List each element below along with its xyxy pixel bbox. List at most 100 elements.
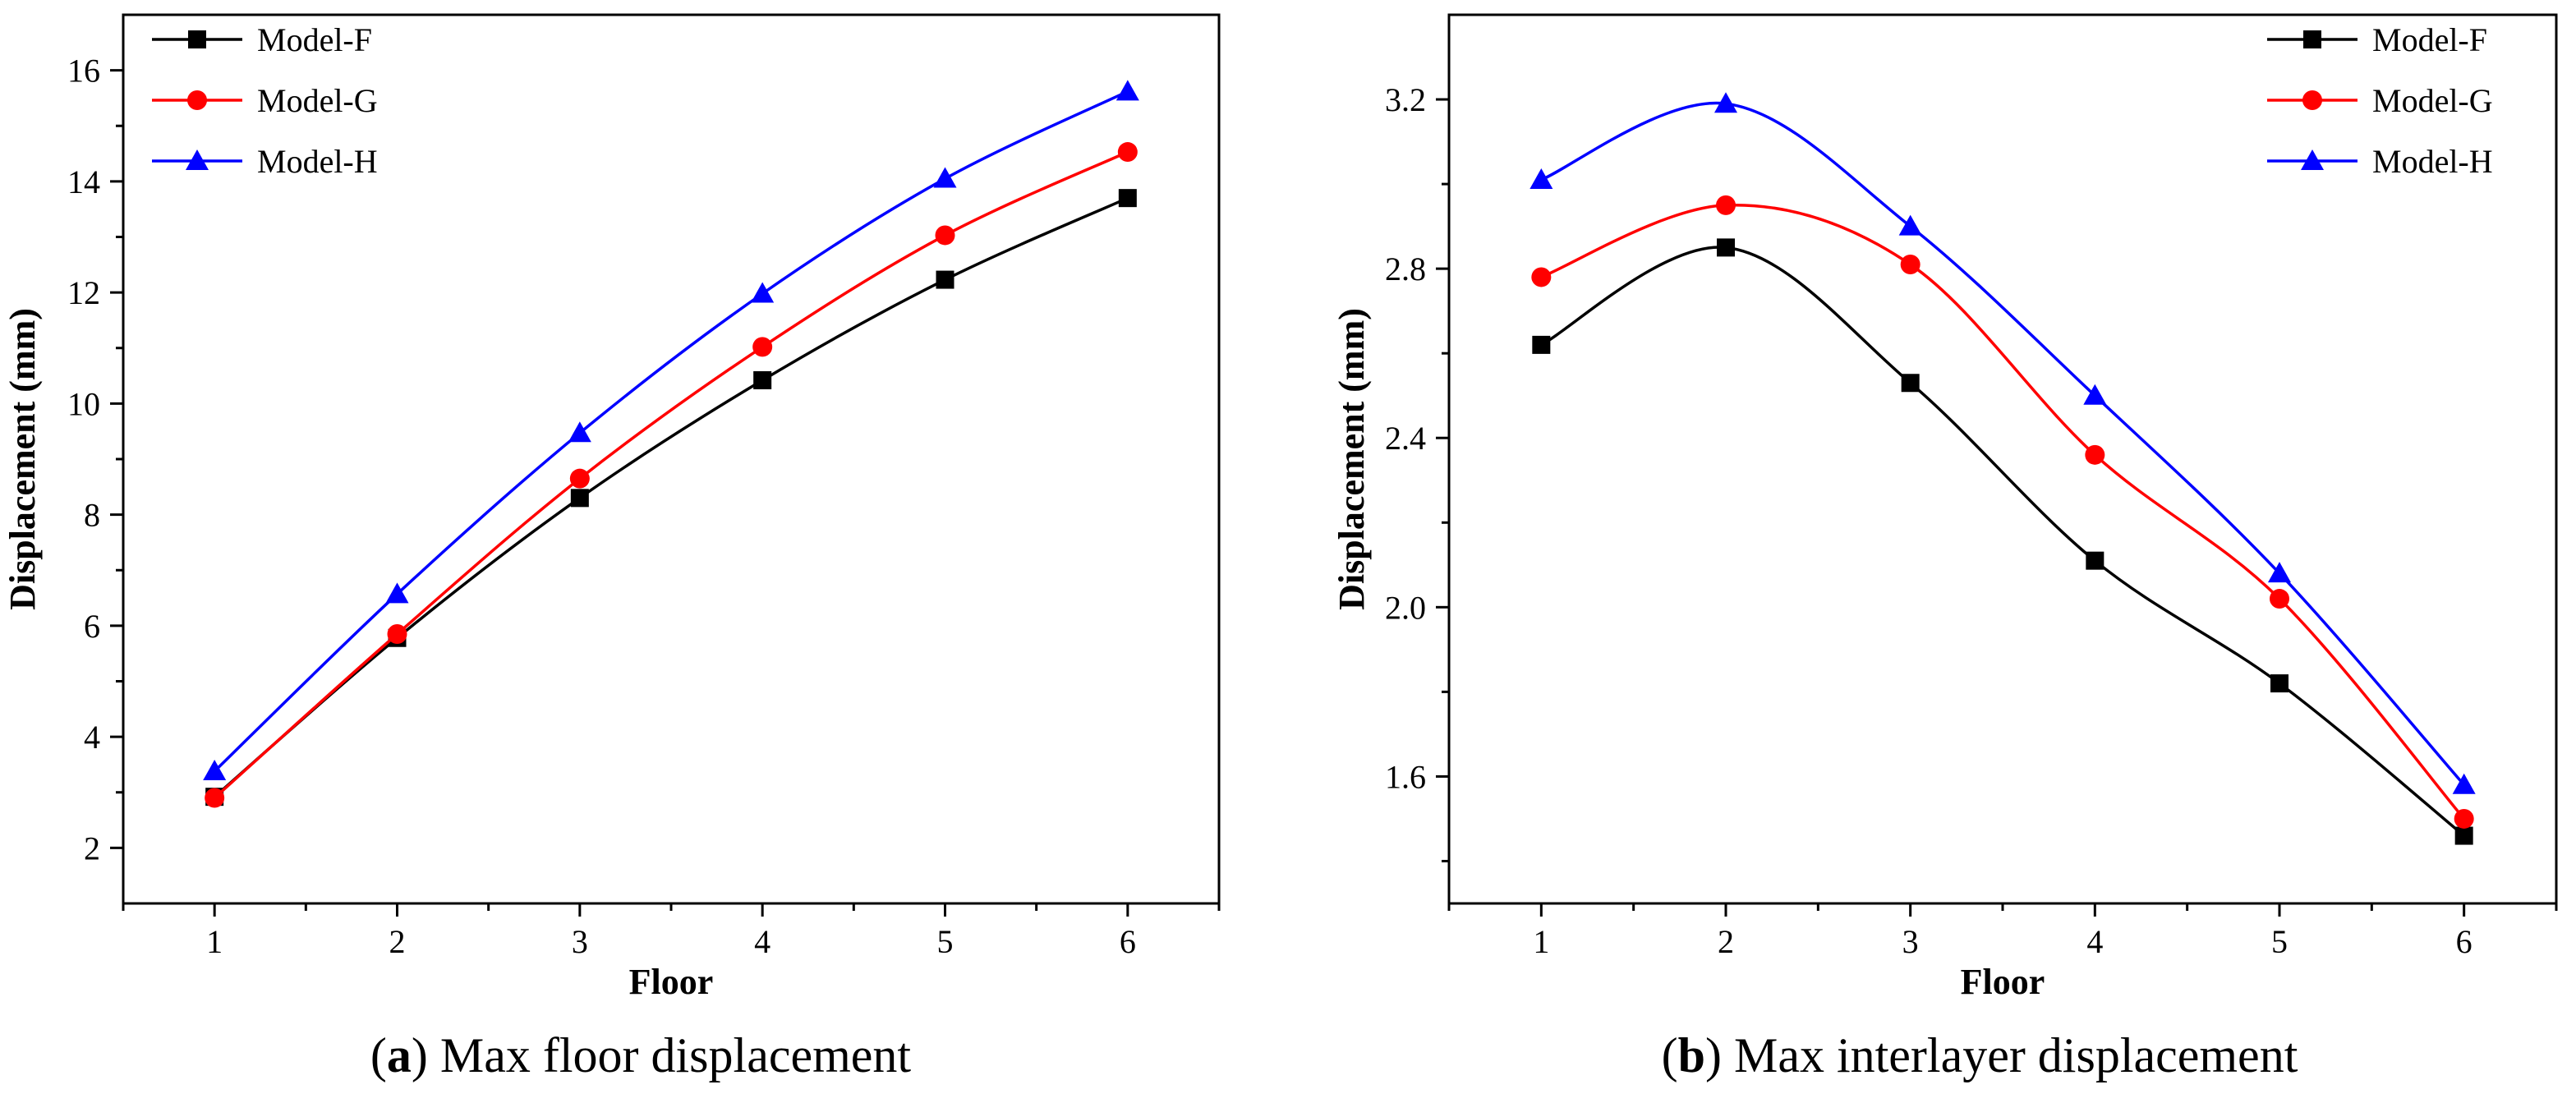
series-line	[213, 90, 1129, 773]
x-tick-label: 3	[572, 923, 588, 960]
x-tick-label: 1	[1533, 923, 1549, 960]
x-axis-title: Floor	[629, 962, 714, 1002]
data-point	[1118, 189, 1137, 208]
data-point	[936, 270, 954, 289]
series-model-f	[205, 189, 1137, 807]
series-line	[1540, 101, 2466, 786]
x-tick-label: 4	[2086, 923, 2103, 960]
data-point	[1898, 214, 1922, 236]
data-point	[933, 167, 957, 188]
y-tick-label: 1.6	[1385, 758, 1426, 795]
series-line	[214, 196, 1129, 798]
data-point	[751, 282, 775, 303]
data-point	[568, 421, 591, 443]
data-point	[2085, 444, 2105, 465]
data-point	[1901, 374, 1920, 393]
legend-marker	[2303, 30, 2321, 48]
series-line	[1540, 203, 2466, 820]
x-tick-label: 5	[937, 923, 954, 960]
legend-marker	[2301, 149, 2324, 170]
data-point	[569, 468, 590, 489]
panel-caption: (b) Max interlayer displacement	[1662, 1028, 2298, 1082]
data-point	[1717, 238, 1735, 257]
legend-label: Model-G	[257, 82, 378, 119]
data-point	[752, 337, 773, 357]
caption-letter: b	[1678, 1028, 1705, 1082]
legend-label: Model-H	[257, 143, 378, 180]
data-point	[2083, 384, 2107, 405]
y-tick-label: 8	[84, 497, 100, 534]
x-tick-label: 4	[754, 923, 770, 960]
y-tick-label: 12	[67, 274, 100, 311]
legend-label: Model-G	[2372, 82, 2493, 119]
y-tick-label: 14	[67, 163, 100, 200]
data-point	[1716, 195, 1736, 215]
x-tick-label: 2	[1718, 923, 1734, 960]
data-point	[2452, 773, 2476, 794]
series-model-f	[1532, 238, 2473, 845]
legend-label: Model-H	[2372, 143, 2493, 180]
y-tick-label: 2	[84, 830, 100, 866]
data-point	[387, 624, 407, 645]
x-tick-label: 6	[1120, 923, 1136, 960]
data-point	[2268, 562, 2291, 583]
series-model-g	[1531, 195, 2474, 829]
y-tick-label: 2.4	[1385, 420, 1426, 457]
y-tick-label: 4	[84, 719, 100, 756]
data-point	[2270, 589, 2289, 609]
data-point	[1532, 335, 1551, 354]
x-tick-label: 2	[389, 923, 406, 960]
data-point	[203, 760, 227, 781]
y-tick-label: 2.8	[1385, 250, 1426, 287]
data-point	[570, 489, 589, 508]
legend-label: Model-F	[2372, 21, 2487, 58]
legend: Model-F Model-G Model-H	[152, 21, 378, 180]
data-point	[2086, 551, 2104, 570]
y-tick-label: 3.2	[1385, 81, 1426, 118]
legend-marker	[188, 30, 206, 48]
data-point	[753, 370, 772, 389]
x-axis-title: Floor	[1961, 962, 2045, 1002]
data-point	[935, 225, 955, 246]
legend: Model-F Model-G Model-H	[2267, 21, 2493, 180]
y-axis-title: Displacement (mm)	[2, 308, 43, 610]
data-point	[1530, 168, 1553, 189]
series-model-h	[203, 80, 1139, 781]
legend-marker	[2302, 90, 2322, 110]
legend-label: Model-F	[257, 21, 372, 58]
data-point	[2270, 674, 2288, 693]
legend-marker	[187, 90, 207, 110]
x-tick-label: 3	[1902, 923, 1919, 960]
data-point	[205, 788, 225, 808]
y-tick-label: 2.0	[1385, 589, 1426, 626]
data-point	[1117, 142, 1138, 163]
legend-marker	[186, 149, 209, 170]
caption-text: ) Max floor displacement	[412, 1028, 911, 1082]
caption-text: ) Max interlayer displacement	[1705, 1028, 2298, 1082]
data-point	[2454, 826, 2473, 845]
x-tick-label: 5	[2271, 923, 2288, 960]
data-point	[2454, 808, 2474, 829]
y-tick-label: 16	[67, 53, 100, 90]
series-model-h	[1530, 92, 2476, 794]
series-line	[214, 150, 1129, 799]
x-tick-label: 6	[2456, 923, 2472, 960]
chart-panel-b: 1.6 2.0 2.4 2.8 3.2 1 2 3 4 5 6 Floor Displacement (…	[1332, 13, 2558, 1082]
y-axis-title: Displacement (mm)	[1332, 308, 1372, 610]
data-point	[1714, 92, 1737, 113]
panel-caption: (a) Max floor displacement	[370, 1028, 911, 1082]
x-tick-label: 1	[206, 923, 223, 960]
data-point	[1531, 267, 1552, 287]
caption-letter: a	[387, 1028, 412, 1082]
data-point	[1116, 80, 1139, 101]
caption-paren: (	[1662, 1028, 1678, 1082]
series-line	[1540, 246, 2465, 837]
caption-paren: (	[370, 1028, 387, 1082]
y-tick-label: 10	[67, 385, 100, 422]
data-point	[1900, 254, 1920, 274]
series-model-g	[205, 142, 1138, 808]
y-tick-label: 6	[84, 608, 100, 645]
data-point	[385, 582, 409, 604]
